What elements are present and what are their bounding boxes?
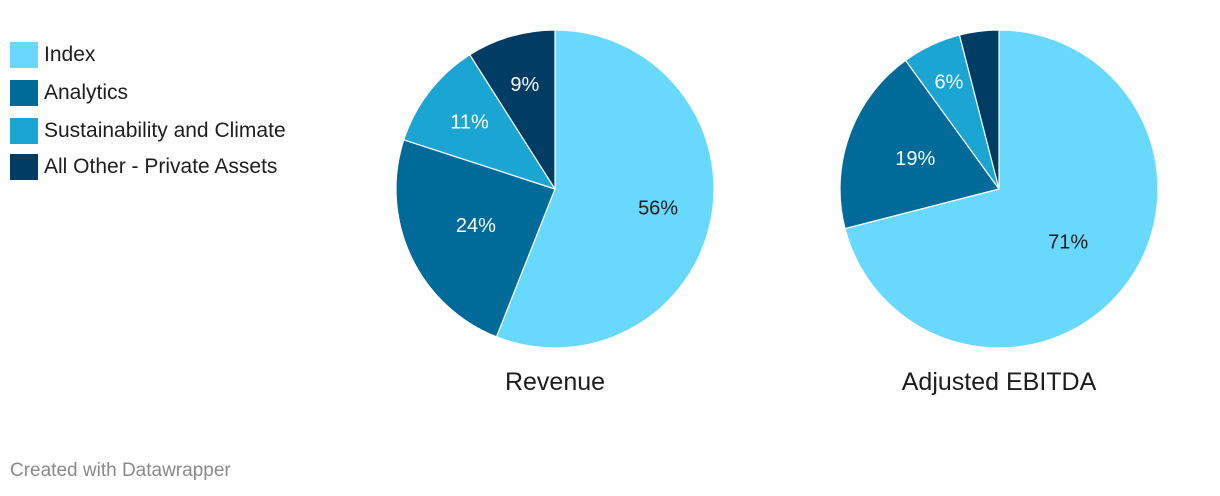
legend-label-analytics: Analytics <box>44 81 129 104</box>
legend-item-all-other: All Other - Private Assets <box>10 154 286 180</box>
legend-item-sustainability: Sustainability and Climate <box>10 118 286 144</box>
datawrapper-credit: Created with Datawrapper <box>10 460 231 481</box>
legend-label-all-other: All Other - Private Assets <box>44 155 278 178</box>
legend: Index Analytics Sustainability and Clima… <box>10 42 286 192</box>
legend-item-index: Index <box>10 42 286 68</box>
legend-label-sustainability: Sustainability and Climate <box>44 119 286 142</box>
revenue-label-all-other: 9% <box>510 74 539 96</box>
ebitda-slice-index <box>844 29 1159 349</box>
ebitda-slice-analytics <box>839 59 1000 230</box>
legend-swatch-sustainability <box>10 118 38 144</box>
revenue-pie-chart: 56% 24% 11% 9% <box>395 29 715 349</box>
revenue-label-index: 56% <box>638 198 678 220</box>
ebitda-label-analytics: 19% <box>895 148 935 170</box>
legend-swatch-all-other <box>10 154 38 180</box>
revenue-label-analytics: 24% <box>456 215 496 237</box>
revenue-slice-index <box>495 29 715 349</box>
ebitda-pie-chart: 71% 19% 6% <box>839 29 1159 349</box>
revenue-chart-title: Revenue <box>504 368 606 396</box>
revenue-slice-sustainability <box>403 54 556 190</box>
legend-swatch-analytics <box>10 80 38 106</box>
revenue-label-sustainability: 11% <box>450 112 489 134</box>
ebitda-label-index: 71% <box>1048 232 1088 254</box>
ebitda-label-sustainability: 6% <box>934 72 963 94</box>
legend-label-index: Index <box>44 43 96 66</box>
revenue-slice-analytics <box>395 139 556 338</box>
legend-item-analytics: Analytics <box>10 80 286 106</box>
ebitda-chart-title: Adjusted EBITDA <box>901 368 1097 396</box>
ebitda-slice-all-other <box>958 29 1000 190</box>
revenue-slice-all-other <box>469 29 556 190</box>
legend-swatch-index <box>10 42 38 68</box>
